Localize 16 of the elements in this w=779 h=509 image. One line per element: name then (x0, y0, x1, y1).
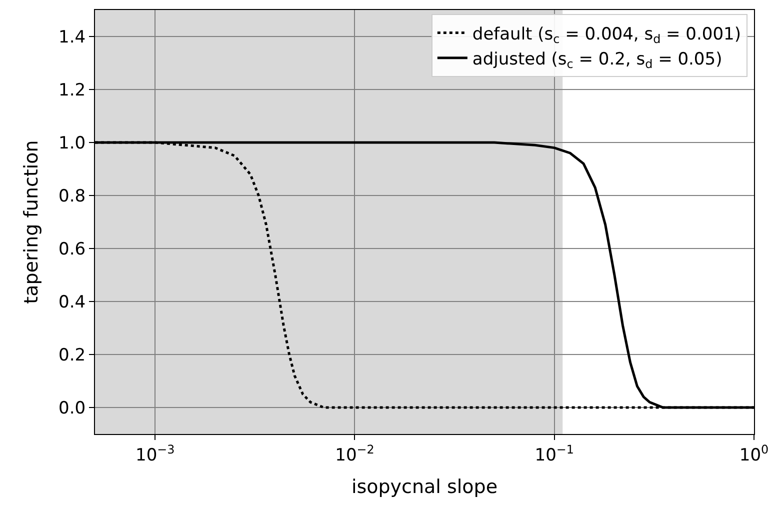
y-axis-title: tapering function (20, 140, 42, 304)
y-tick-label: 0.0 (58, 398, 86, 418)
y-tick-label: 1.4 (58, 27, 86, 48)
y-tick-label: 0.6 (58, 239, 86, 260)
y-tick-label: 1.0 (58, 133, 86, 154)
x-tick-label: 10$^{−2}$ (335, 442, 374, 466)
legend-label: default (s$_{c}$ = 0.004, s$_{d}$ = 0.001) (472, 24, 741, 46)
y-tick-label: 0.8 (58, 186, 86, 206)
x-axis-title: isopycnal slope (351, 476, 498, 498)
y-tick-label: 0.4 (58, 292, 86, 312)
y-tick-label: 1.2 (58, 80, 86, 100)
y-tick-label: 0.2 (58, 345, 86, 366)
legend-label: adjusted (s$_{c}$ = 0.2, s$_{d}$ = 0.05) (472, 50, 722, 72)
x-tick-label: 10$^{−1}$ (534, 442, 574, 466)
x-tick-label: 10$^{0}$ (739, 442, 769, 466)
x-tick-label: 10$^{−3}$ (136, 442, 175, 466)
